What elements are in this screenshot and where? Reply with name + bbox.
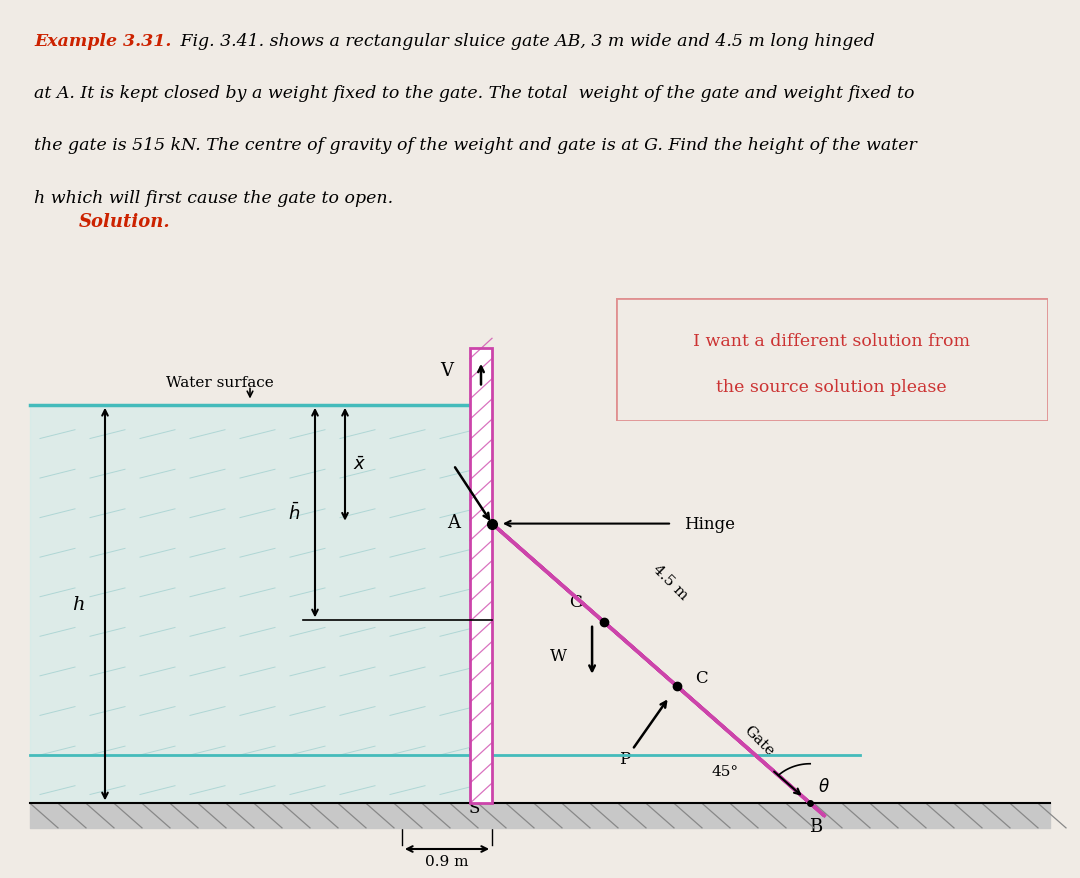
- Text: h which will first cause the gate to open.: h which will first cause the gate to ope…: [35, 190, 393, 206]
- Text: B: B: [809, 817, 822, 836]
- Text: W: W: [550, 647, 567, 665]
- Text: the gate is 515 kN. The centre of gravity of the weight and gate is at G. Find t: the gate is 515 kN. The centre of gravit…: [35, 137, 917, 155]
- Text: $\bar{x}$: $\bar{x}$: [353, 456, 366, 474]
- Text: I want a different solution from: I want a different solution from: [693, 333, 970, 350]
- Polygon shape: [470, 349, 492, 803]
- Text: Hinge: Hinge: [684, 515, 735, 532]
- Text: the source solution please: the source solution please: [716, 378, 947, 395]
- Text: Example 3.31.: Example 3.31.: [35, 33, 172, 50]
- Text: h: h: [72, 595, 85, 614]
- Text: $\bar{h}$: $\bar{h}$: [287, 502, 300, 524]
- Text: 45°: 45°: [711, 764, 739, 778]
- Polygon shape: [492, 524, 824, 816]
- Text: A: A: [447, 514, 460, 531]
- Text: Solution.: Solution.: [79, 212, 171, 231]
- Text: L: L: [469, 608, 480, 624]
- Text: at A. It is kept closed by a weight fixed to the gate. The total  weight of the : at A. It is kept closed by a weight fixe…: [35, 85, 915, 102]
- Text: T: T: [469, 746, 480, 764]
- Text: V: V: [440, 362, 453, 379]
- Text: 4.5 m: 4.5 m: [650, 561, 691, 601]
- Text: 0.9 m: 0.9 m: [426, 853, 469, 867]
- Text: Fig. 3.41. shows a rectangular sluice gate AB, 3 m wide and 4.5 m long hinged: Fig. 3.41. shows a rectangular sluice ga…: [175, 33, 875, 50]
- Text: Gate: Gate: [741, 723, 777, 759]
- Text: $\theta$: $\theta$: [819, 777, 831, 795]
- Text: S: S: [469, 799, 480, 816]
- Text: G: G: [569, 594, 582, 610]
- Text: C: C: [696, 669, 707, 687]
- Text: P: P: [619, 750, 630, 767]
- Text: Water surface: Water surface: [166, 376, 274, 390]
